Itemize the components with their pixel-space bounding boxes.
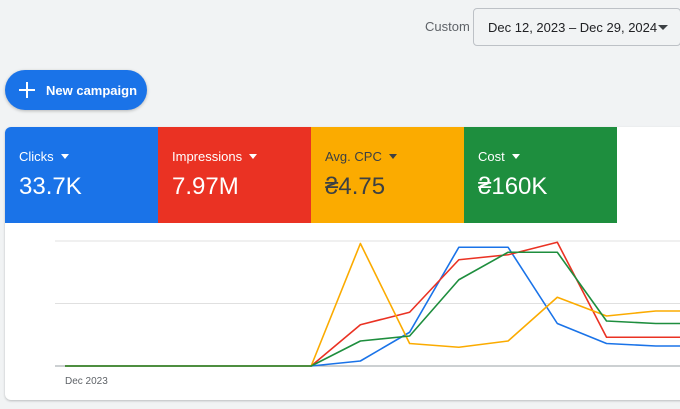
series-line-2 bbox=[65, 241, 680, 367]
metric-tile-impressions[interactable]: Impressions 7.97M bbox=[158, 127, 311, 223]
chevron-down-icon bbox=[60, 154, 69, 159]
performance-chart: Dec 2023 bbox=[5, 223, 680, 400]
metric-value: 7.97M bbox=[172, 173, 239, 200]
metric-value: ₴160K bbox=[478, 173, 548, 200]
performance-card: Clicks 33.7K Impressions 7.97M Avg. CPC … bbox=[5, 127, 680, 400]
chart-x-ticks: Dec 2023 bbox=[65, 376, 108, 387]
x-tick-label: Dec 2023 bbox=[65, 376, 108, 387]
line-chart: Dec 2023 bbox=[55, 240, 680, 387]
date-range-text: Dec 12, 2023 – Dec 29, 2024 bbox=[488, 20, 658, 35]
series-line-4 bbox=[65, 251, 680, 367]
new-campaign-button[interactable]: New campaign bbox=[5, 70, 147, 110]
chevron-down-icon bbox=[511, 154, 520, 159]
metric-value: 33.7K bbox=[19, 173, 82, 200]
plus-icon bbox=[19, 82, 35, 98]
chevron-down-icon bbox=[249, 154, 258, 159]
metric-label: Cost bbox=[478, 149, 505, 164]
metric-label: Impressions bbox=[172, 149, 243, 164]
new-campaign-label: New campaign bbox=[46, 82, 138, 98]
metric-tile-avg-cpc[interactable]: Avg. CPC ₴4.75 bbox=[311, 127, 464, 223]
metric-tile-clicks[interactable]: Clicks 33.7K bbox=[5, 127, 158, 223]
metric-label: Avg. CPC bbox=[325, 149, 382, 164]
date-range-mode-label: Custom bbox=[425, 19, 470, 34]
metric-label: Clicks bbox=[19, 149, 54, 164]
series-line-1 bbox=[65, 246, 680, 367]
chevron-down-icon bbox=[658, 25, 668, 30]
metric-tile-cost[interactable]: Cost ₴160K bbox=[464, 127, 617, 223]
metric-value: ₴4.75 bbox=[325, 173, 386, 200]
series-line-3 bbox=[65, 242, 680, 367]
chart-series bbox=[65, 241, 680, 367]
chevron-down-icon bbox=[388, 154, 397, 159]
date-range-picker[interactable]: Dec 12, 2023 – Dec 29, 2024 bbox=[473, 8, 680, 46]
